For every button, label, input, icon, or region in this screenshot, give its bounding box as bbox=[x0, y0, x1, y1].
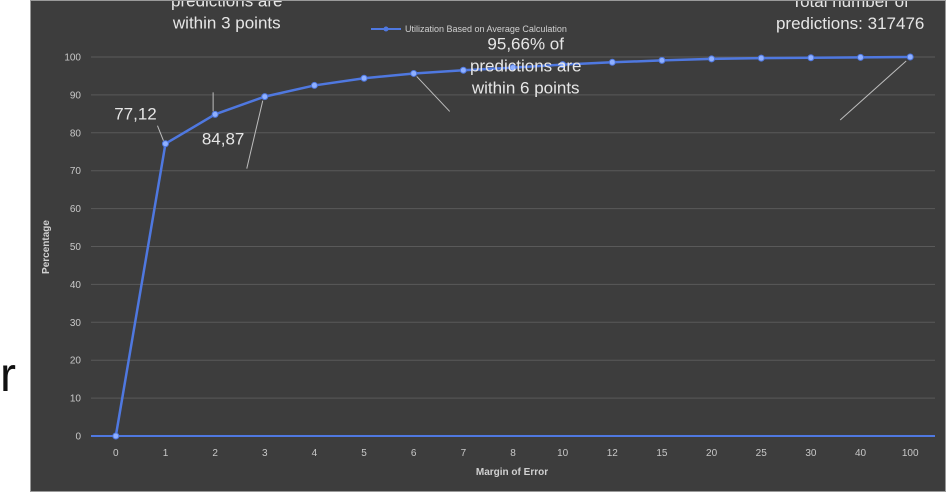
y-tick-labels: 0 10 20 30 40 50 60 70 80 90 100 bbox=[64, 53, 81, 443]
x-tick-label: 3 bbox=[262, 448, 268, 459]
data-point bbox=[261, 93, 269, 101]
x-tick-label: 25 bbox=[756, 448, 768, 459]
y-tick-label: 0 bbox=[75, 432, 81, 443]
annotation-label: 95,66% of predictions are within 6 points bbox=[470, 34, 582, 97]
data-point bbox=[410, 69, 418, 77]
data-point bbox=[161, 140, 169, 148]
annotation-leaders bbox=[157, 60, 907, 169]
annotation-label: 84,87 bbox=[202, 129, 245, 148]
y-tick-label: 80 bbox=[70, 128, 82, 139]
y-tick-label: 50 bbox=[70, 242, 82, 253]
x-tick-label: 10 bbox=[557, 448, 569, 459]
annotation-line: within 3 points bbox=[172, 14, 281, 33]
x-axis-title: Margin of Error bbox=[476, 467, 548, 478]
x-tick-label: 12 bbox=[607, 448, 619, 459]
annotation-line: within 6 points bbox=[471, 78, 580, 97]
x-tick-label: 40 bbox=[855, 448, 867, 459]
annotation-line: Total number of bbox=[792, 1, 909, 11]
data-point bbox=[757, 54, 765, 62]
y-tick-label: 70 bbox=[70, 166, 82, 177]
data-point bbox=[559, 61, 567, 69]
chart-frame: 0 10 20 30 40 50 60 70 80 90 100 0 1 2 3 4 5 6 7 8 10 12 15 20… bbox=[30, 0, 946, 492]
data-point bbox=[658, 56, 666, 64]
data-point bbox=[807, 54, 815, 62]
data-point bbox=[211, 110, 219, 118]
legend-label: Utilization Based on Average Calculation bbox=[405, 24, 567, 34]
x-tick-label: 30 bbox=[805, 448, 817, 459]
annotation-label: Total number of predictions: 317476 bbox=[776, 1, 924, 33]
data-point bbox=[608, 58, 616, 66]
y-tick-label: 40 bbox=[70, 280, 82, 291]
stray-cropped-character: r bbox=[0, 349, 16, 402]
x-tick-label: 20 bbox=[706, 448, 718, 459]
x-tick-label: 6 bbox=[411, 448, 417, 459]
x-tick-label: 15 bbox=[656, 448, 668, 459]
y-tick-label: 60 bbox=[70, 204, 82, 215]
x-tick-label: 5 bbox=[361, 448, 367, 459]
annotation-line: predictions: 317476 bbox=[776, 14, 924, 33]
data-point bbox=[509, 64, 517, 72]
data-point bbox=[708, 55, 716, 63]
x-tick-label: 0 bbox=[113, 448, 119, 459]
x-tick-label: 7 bbox=[461, 448, 467, 459]
legend: Utilization Based on Average Calculation bbox=[371, 24, 567, 34]
data-point bbox=[906, 53, 914, 61]
y-tick-label: 100 bbox=[64, 53, 81, 64]
x-tick-label: 8 bbox=[510, 448, 516, 459]
data-point bbox=[310, 81, 318, 89]
gridlines bbox=[91, 56, 935, 437]
annotation-leader-line bbox=[246, 100, 264, 169]
y-tick-label: 30 bbox=[70, 318, 82, 329]
y-tick-label: 90 bbox=[70, 90, 82, 101]
x-tick-label: 1 bbox=[163, 448, 169, 459]
y-tick-label: 20 bbox=[70, 356, 82, 367]
data-point bbox=[112, 432, 120, 440]
series-layer bbox=[112, 53, 914, 440]
annotation-line: 95,66% of bbox=[487, 34, 564, 53]
x-tick-label: 2 bbox=[212, 448, 218, 459]
annotation-leader-line bbox=[416, 76, 451, 112]
annotation-leader-line bbox=[839, 60, 907, 121]
annotation-label: 77,12 bbox=[114, 105, 157, 124]
annotation-line: 77,12 bbox=[114, 105, 157, 124]
annotation-line: predictions are bbox=[171, 1, 283, 11]
x-tick-label: 100 bbox=[902, 448, 919, 459]
data-point bbox=[459, 66, 467, 74]
annotation-line: 84,87 bbox=[202, 129, 245, 148]
x-tick-labels: 0 1 2 3 4 5 6 7 8 10 12 15 20 25 30 40 100 bbox=[113, 448, 919, 459]
data-point bbox=[857, 53, 865, 61]
y-axis-title: Percentage bbox=[41, 220, 52, 274]
annotation-line: predictions are bbox=[470, 56, 582, 75]
data-point bbox=[360, 74, 368, 82]
y-tick-label: 10 bbox=[70, 394, 82, 405]
legend-point-marker bbox=[383, 26, 389, 32]
annotation-leader-line bbox=[157, 125, 164, 141]
x-tick-label: 4 bbox=[312, 448, 318, 459]
